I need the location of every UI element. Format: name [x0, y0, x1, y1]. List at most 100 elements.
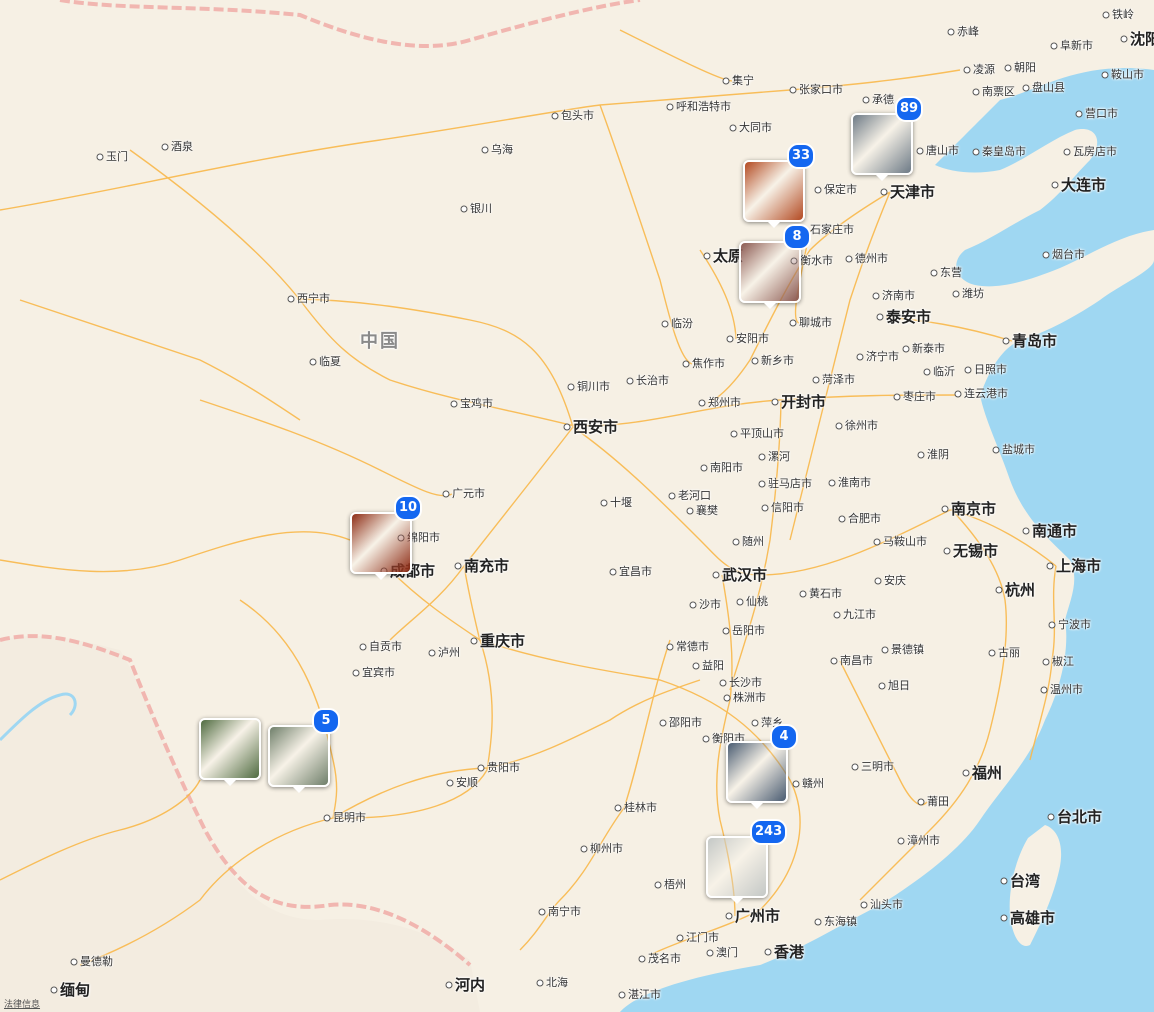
city-label: 仙桃: [746, 595, 768, 608]
photo-cluster-thumbnail[interactable]: [199, 718, 261, 780]
city-label: 济宁市: [866, 350, 899, 363]
city-label: 衡水市: [800, 254, 833, 267]
city-dot: [676, 934, 684, 942]
photo-count-badge[interactable]: 8: [783, 224, 811, 250]
city-label: 连云港市: [964, 387, 1008, 400]
photo-count-badge[interactable]: 243: [750, 819, 788, 845]
city-dot: [692, 662, 700, 670]
country-border-north: [59, 0, 641, 48]
city-dot: [916, 147, 924, 155]
city-label: 临沂: [933, 365, 955, 378]
city-label: 梧州: [664, 878, 686, 891]
photo-cluster-thumbnail[interactable]: [350, 512, 412, 574]
city-label: 柳州市: [590, 842, 623, 855]
city-dot: [972, 148, 980, 156]
city-dot: [814, 918, 822, 926]
city-label: 南票区: [982, 85, 1015, 98]
pin-pointer: [374, 573, 388, 580]
city-label: 邵阳市: [669, 716, 702, 729]
city-label: 无锡市: [953, 542, 999, 560]
city-dot: [1063, 148, 1071, 156]
pin-pointer: [767, 221, 781, 228]
city-label: 南昌市: [840, 654, 873, 667]
city-dot: [446, 779, 454, 787]
city-dot: [722, 77, 730, 85]
city-dot: [812, 376, 820, 384]
city-label: 朝阳: [1014, 61, 1036, 74]
city-label: 太原: [713, 247, 744, 265]
photo-cluster-thumbnail[interactable]: [706, 836, 768, 898]
photo-cluster-thumbnail[interactable]: [739, 241, 801, 303]
photo-cluster-thumbnail[interactable]: [851, 113, 913, 175]
city-dot: [874, 577, 882, 585]
city-dot: [972, 88, 980, 96]
city-dot: [567, 383, 575, 391]
city-label: 大连市: [1061, 176, 1107, 194]
city-label: 平顶山市: [740, 427, 784, 440]
photo-count-badge[interactable]: 33: [787, 143, 816, 169]
city-label: 天津市: [890, 183, 936, 201]
city-dot: [962, 769, 970, 777]
city-dot: [1042, 658, 1050, 666]
city-label: 保定市: [824, 183, 857, 196]
city-label: 安阳市: [736, 332, 769, 345]
city-dot: [702, 735, 710, 743]
city-label: 大同市: [739, 121, 772, 134]
city-label: 鞍山市: [1111, 68, 1144, 81]
city-label: 徐州市: [845, 419, 878, 432]
city-dot: [751, 719, 759, 727]
photo-count-badge[interactable]: 10: [394, 495, 423, 521]
photo-cluster-thumbnail[interactable]: [726, 741, 788, 803]
city-label: 铁岭: [1112, 8, 1134, 21]
city-dot: [309, 358, 317, 366]
city-dot: [1022, 527, 1030, 535]
city-label: 银川: [470, 202, 492, 215]
photo-thumbnail-image: [741, 243, 799, 301]
city-label: 汕头市: [870, 898, 903, 911]
city-dot: [609, 568, 617, 576]
city-dot: [893, 393, 901, 401]
pin-pointer: [763, 302, 777, 309]
city-label: 杭州: [1005, 581, 1036, 599]
city-label: 宜宾市: [362, 666, 395, 679]
city-dot: [771, 398, 779, 406]
city-dot: [428, 649, 436, 657]
city-label: 驻马店市: [768, 477, 812, 490]
photo-count-badge[interactable]: 89: [895, 96, 924, 122]
city-dot: [964, 366, 972, 374]
city-dot: [799, 590, 807, 598]
city-dot: [161, 143, 169, 151]
city-label: 贵阳市: [487, 761, 520, 774]
city-label: 秦皇岛市: [982, 145, 1026, 158]
city-label: 烟台市: [1052, 248, 1085, 261]
city-dot: [751, 357, 759, 365]
photo-count-badge[interactable]: 5: [312, 708, 340, 734]
city-dot: [723, 694, 731, 702]
city-dot: [563, 423, 571, 431]
city-dot: [50, 986, 58, 994]
legal-info-link[interactable]: 法律信息: [4, 1000, 41, 1010]
city-dot: [661, 320, 669, 328]
city-label: 东海镇: [824, 915, 857, 928]
photo-cluster-thumbnail[interactable]: [268, 725, 330, 787]
city-dot: [851, 763, 859, 771]
city-label: 广州市: [735, 907, 781, 925]
city-dot: [764, 948, 772, 956]
city-label: 茂名市: [648, 952, 681, 965]
city-label: 赣州: [802, 777, 824, 790]
city-dot: [1000, 877, 1008, 885]
city-label: 十堰: [610, 496, 632, 509]
city-dot: [450, 400, 458, 408]
photo-count-badge[interactable]: 4: [770, 724, 798, 750]
photo-cluster-thumbnail[interactable]: [743, 160, 805, 222]
city-dot: [930, 269, 938, 277]
city-label: 唐山市: [926, 144, 959, 157]
city-dot: [917, 451, 925, 459]
city-label: 乌海: [491, 143, 513, 156]
city-label: 曼德勒: [80, 955, 113, 968]
pin-pointer: [292, 786, 306, 793]
photo-thumbnail-image: [270, 727, 328, 785]
city-label: 日照市: [974, 363, 1007, 376]
sea-area: [620, 67, 1154, 1012]
